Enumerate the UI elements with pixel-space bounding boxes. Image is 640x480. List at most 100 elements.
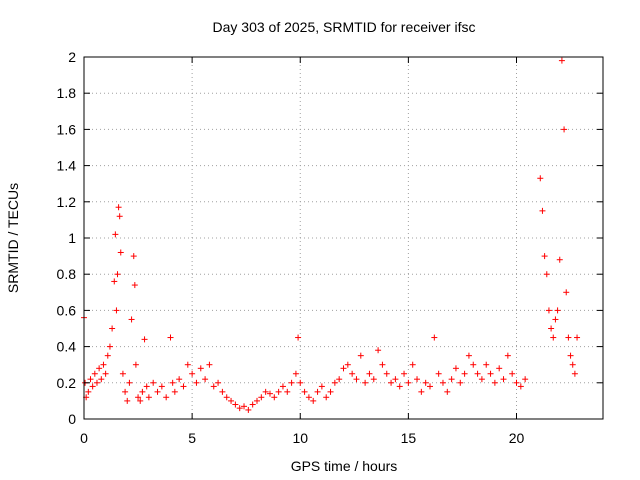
data-point	[193, 379, 200, 386]
data-point	[113, 307, 120, 314]
x-axis-label: GPS time / hours	[291, 458, 398, 474]
data-point	[89, 383, 96, 390]
data-point	[370, 376, 377, 383]
data-point	[297, 379, 304, 386]
data-point	[210, 383, 217, 390]
data-point	[271, 394, 278, 401]
data-point	[340, 365, 347, 372]
data-point	[122, 388, 129, 395]
data-point	[388, 379, 395, 386]
data-point	[301, 388, 308, 395]
plot-frame	[83, 56, 604, 420]
data-point	[154, 388, 161, 395]
data-point	[163, 394, 170, 401]
data-point	[331, 379, 338, 386]
x-tick-label: 5	[188, 430, 196, 446]
grid-lines	[84, 57, 603, 419]
data-point	[169, 379, 176, 386]
data-point	[474, 370, 481, 377]
data-point	[93, 379, 100, 386]
chart-title: Day 303 of 2025, SRMTID for receiver ifs…	[213, 19, 476, 35]
data-point	[414, 376, 421, 383]
data-point	[119, 370, 126, 377]
data-point	[543, 271, 550, 278]
data-point	[565, 334, 572, 341]
data-point	[439, 379, 446, 386]
data-point	[288, 379, 295, 386]
data-point	[552, 316, 559, 323]
x-tick-label: 0	[80, 430, 88, 446]
data-point	[91, 370, 98, 377]
data-point	[401, 370, 408, 377]
data-point	[305, 394, 312, 401]
data-point	[132, 361, 139, 368]
data-point	[206, 361, 213, 368]
data-point	[362, 379, 369, 386]
data-point	[128, 316, 135, 323]
data-point	[124, 397, 131, 404]
data-point	[143, 383, 150, 390]
data-point	[318, 383, 325, 390]
y-tick-label: 0.8	[57, 266, 77, 282]
data-point	[427, 383, 433, 390]
data-point	[131, 282, 138, 289]
data-point	[491, 379, 498, 386]
data-point	[379, 361, 386, 368]
data-point	[87, 376, 94, 383]
data-point	[405, 379, 412, 386]
data-point	[327, 388, 334, 395]
data-point	[548, 325, 555, 332]
data-point	[409, 361, 416, 368]
data-point	[567, 352, 574, 359]
data-point	[245, 406, 252, 413]
data-point	[563, 289, 570, 296]
data-point	[545, 307, 552, 314]
data-point	[509, 370, 516, 377]
y-tick-label: 0.6	[57, 302, 77, 318]
data-point	[295, 334, 302, 341]
data-point	[444, 388, 451, 395]
y-tick-label: 1.2	[57, 194, 77, 210]
data-point	[357, 352, 364, 359]
data-point	[461, 370, 468, 377]
x-tick-label: 10	[292, 430, 308, 446]
data-point	[550, 334, 557, 341]
data-point	[279, 383, 286, 390]
data-point	[465, 352, 472, 359]
y-tick-label: 1	[68, 230, 76, 246]
data-point	[396, 383, 403, 390]
data-point	[137, 397, 144, 404]
data-point	[483, 361, 490, 368]
y-axis-label: SRMTID / TECUs	[5, 183, 21, 293]
data-point	[375, 347, 382, 354]
data-point	[180, 383, 187, 390]
data-marks	[81, 57, 581, 413]
data-point	[223, 394, 230, 401]
data-point	[104, 352, 111, 359]
data-point	[189, 370, 196, 377]
data-point	[556, 256, 563, 263]
data-point	[422, 379, 429, 386]
data-point	[109, 325, 116, 332]
data-point	[561, 126, 568, 133]
data-point	[500, 376, 507, 383]
data-point	[145, 394, 152, 401]
data-point	[571, 370, 578, 377]
data-point	[130, 253, 137, 260]
data-point	[184, 361, 191, 368]
data-point	[266, 390, 273, 397]
data-point	[366, 370, 373, 377]
data-point	[167, 334, 174, 341]
data-point	[431, 334, 438, 341]
data-point	[111, 278, 118, 285]
data-point	[541, 253, 548, 260]
data-point	[284, 388, 291, 395]
data-point	[558, 57, 565, 64]
data-point	[392, 376, 399, 383]
data-point	[554, 307, 561, 314]
data-point	[116, 213, 123, 220]
data-point	[448, 376, 455, 383]
data-point	[383, 370, 390, 377]
data-point	[158, 383, 165, 390]
